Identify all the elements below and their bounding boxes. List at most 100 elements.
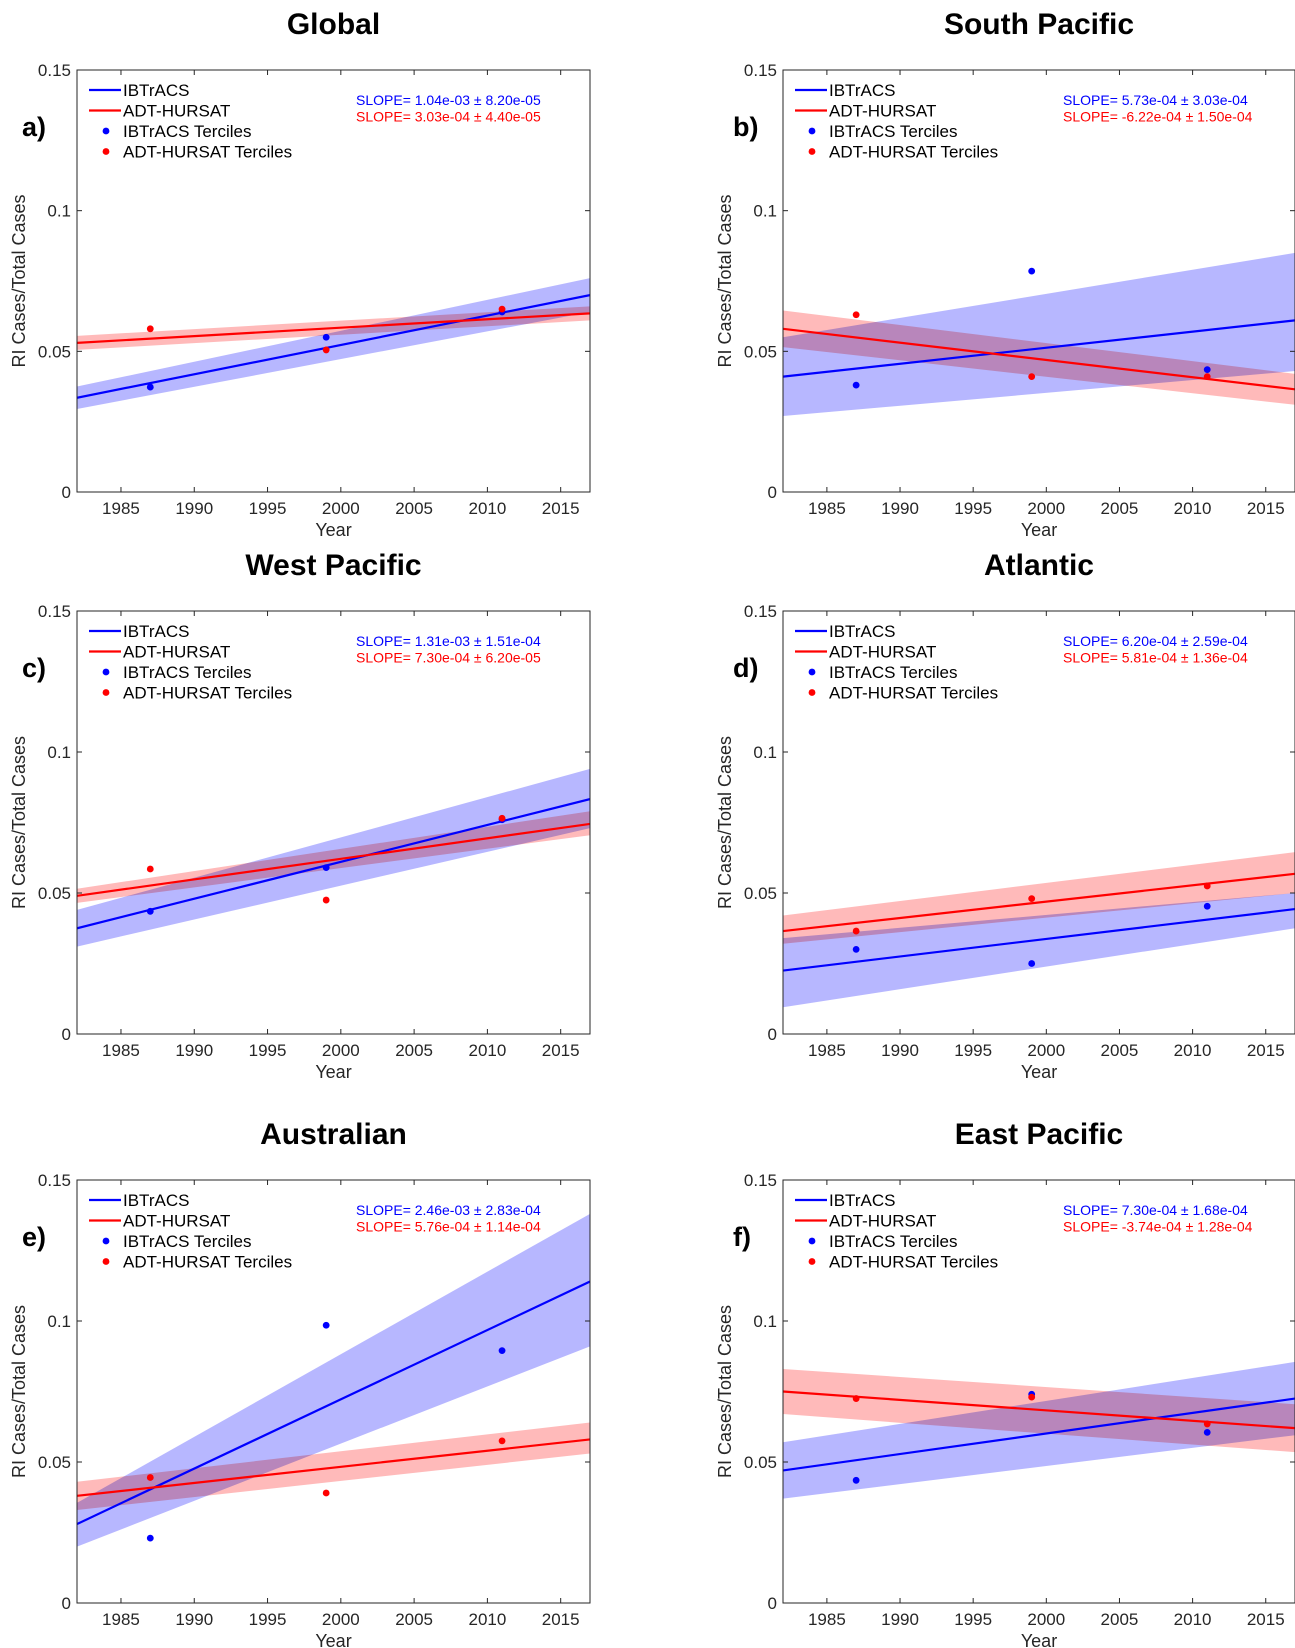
x-axis-label: Year	[315, 1062, 351, 1082]
y-tick-label: 0	[768, 483, 777, 502]
x-axis-label: Year	[315, 520, 351, 540]
ibtracs-tercile-point	[322, 864, 330, 872]
slope-annotation: SLOPE= 7.30e-04 ± 1.68e-04	[1063, 1202, 1248, 1218]
y-tick-label: 0.1	[47, 202, 71, 221]
legend-label: IBTrACS	[829, 1191, 895, 1210]
slope-annotation: SLOPE= 3.03e-04 ± 4.40e-05	[356, 109, 541, 125]
adt-hursat-confidence-band	[77, 811, 590, 903]
x-tick-label: 1985	[808, 1041, 846, 1060]
adt-hursat-tercile-point	[322, 346, 330, 354]
x-tick-label: 1990	[175, 1610, 213, 1629]
y-axis-label: RI Cases/Total Cases	[9, 736, 29, 909]
ibtracs-tercile-point	[1028, 960, 1036, 967]
x-tick-label: 1995	[954, 1041, 992, 1060]
slope-annotation: SLOPE= 5.81e-04 ± 1.36e-04	[1063, 650, 1248, 666]
y-tick-label: 0.1	[753, 1312, 777, 1331]
slope-annotation: SLOPE= 1.04e-03 ± 8.20e-05	[356, 92, 541, 108]
ibtracs-trend-line	[77, 1280, 590, 1526]
adt-hursat-confidence-band	[783, 852, 1295, 944]
adt-hursat-tercile-point	[498, 814, 506, 822]
x-tick-label: 2000	[322, 499, 360, 518]
legend-label: ADT-HURSAT	[829, 102, 936, 121]
x-tick-label: 2005	[395, 499, 433, 518]
x-tick-label: 2005	[1101, 1610, 1139, 1629]
ibtracs-trend-line	[77, 293, 590, 399]
legend-label: IBTrACS	[829, 81, 895, 100]
x-axis-label: Year	[1021, 1062, 1057, 1082]
x-tick-label: 1985	[808, 499, 846, 518]
slope-annotation: SLOPE= 1.31e-03 ± 1.51e-04	[356, 633, 541, 649]
ibtracs-trend-line	[77, 798, 590, 930]
slope-annotation: SLOPE= -3.74e-04 ± 1.28e-04	[1063, 1219, 1253, 1235]
ibtracs-tercile-point	[1203, 1428, 1211, 1436]
adt-hursat-tercile-point	[322, 1489, 330, 1497]
adt-hursat-tercile-point	[1203, 373, 1211, 381]
legend-label: IBTrACS	[829, 622, 895, 641]
x-tick-label: 2010	[1174, 1041, 1212, 1060]
y-axis-label: RI Cases/Total Cases	[715, 194, 735, 367]
slope-annotation: SLOPE= -6.22e-04 ± 1.50e-04	[1063, 109, 1253, 125]
adt-hursat-trend-line	[77, 312, 590, 344]
y-axis-label: RI Cases/Total Cases	[9, 194, 29, 367]
x-tick-label: 1985	[102, 499, 140, 518]
plot-area	[783, 1361, 1295, 1499]
panel-title: East Pacific	[955, 1118, 1123, 1151]
panel-atlantic: 1985 1990 1995 2000 2005 2010 2015 0 0.05 0.1 0.15…	[715, 549, 1295, 1082]
x-tick-label: 2015	[1247, 1610, 1285, 1629]
legend-label: ADT-HURSAT Terciles	[123, 1253, 292, 1272]
x-tick-label: 1995	[954, 1610, 992, 1629]
legend-label: ADT-HURSAT	[829, 643, 936, 662]
legend-dot-swatch	[102, 127, 110, 135]
y-tick-label: 0	[62, 1025, 71, 1044]
legend-label: ADT-HURSAT	[123, 643, 230, 662]
axes-box	[76, 69, 591, 493]
legend-dot-swatch	[808, 1237, 816, 1245]
y-tick-label: 0.1	[753, 202, 777, 221]
panel-global: 1985 1990 1995 2000 2005 2010 2015 0 0.05 0.1 0.15…	[9, 8, 591, 540]
panel-australian: 1985 1990 1995 2000 2005 2010 2015 0 0.05 0.1 0.15…	[9, 1118, 591, 1648]
legend-dot-swatch	[102, 148, 110, 155]
x-tick-label: 2010	[1174, 1610, 1212, 1629]
legend-dot-swatch	[808, 127, 816, 135]
y-tick-label: 0.05	[38, 884, 71, 903]
axes-box	[782, 610, 1295, 1035]
panel-letter: a)	[22, 112, 46, 142]
x-tick-label: 1990	[881, 499, 919, 518]
x-axis-label: Year	[315, 1631, 351, 1648]
y-tick-label: 0.05	[38, 342, 71, 361]
y-tick-label: 0.15	[38, 1171, 71, 1190]
y-tick-label: 0.15	[744, 61, 777, 80]
x-tick-label: 2010	[468, 1041, 506, 1060]
slope-annotation: SLOPE= 7.30e-04 ± 6.20e-05	[356, 650, 541, 666]
panel-title: West Pacific	[245, 549, 421, 582]
x-axis-label: Year	[1021, 520, 1057, 540]
x-tick-label: 1995	[249, 1610, 287, 1629]
y-tick-label: 0.15	[744, 602, 777, 621]
legend-label: ADT-HURSAT Terciles	[123, 684, 292, 703]
x-tick-label: 2000	[1027, 499, 1065, 518]
plot-area	[783, 852, 1295, 1008]
adt-hursat-tercile-point	[1028, 373, 1036, 381]
x-tick-label: 2010	[468, 1610, 506, 1629]
legend-dot-swatch	[102, 668, 110, 676]
adt-hursat-tercile-point	[852, 927, 860, 935]
x-tick-label: 2010	[468, 499, 506, 518]
ibtracs-tercile-point	[146, 907, 154, 915]
ibtracs-tercile-point	[322, 333, 330, 341]
ibtracs-trend-line	[783, 319, 1295, 378]
legend-dot-swatch	[808, 668, 816, 676]
panel-west-pacific: 1985 1990 1995 2000 2005 2010 2015 0 0.05 0.1 0.15…	[9, 549, 591, 1082]
legend-label: IBTrACS Terciles	[829, 663, 957, 682]
panel-letter: e)	[22, 1222, 46, 1252]
x-tick-label: 1985	[102, 1610, 140, 1629]
plot-area	[77, 278, 590, 410]
adt-hursat-confidence-band	[77, 1422, 590, 1510]
legend-dot-swatch	[102, 1258, 110, 1265]
x-tick-label: 1990	[881, 1041, 919, 1060]
ibtracs-tercile-point	[1203, 902, 1211, 910]
adt-hursat-tercile-point	[146, 1474, 154, 1481]
x-tick-label: 2015	[1247, 499, 1285, 518]
